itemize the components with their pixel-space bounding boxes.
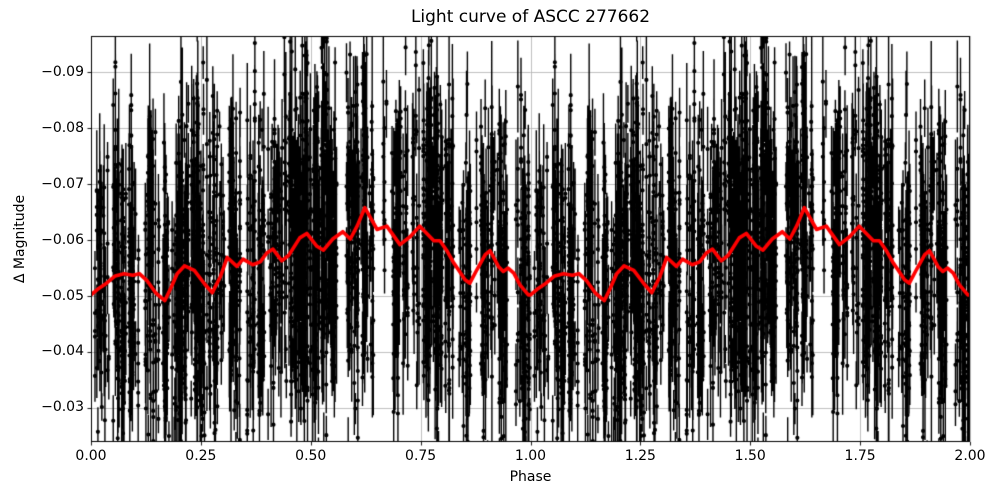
chart-title: Light curve of ASCC 277662: [410, 7, 651, 27]
y-tick-label: −0.03: [41, 399, 84, 416]
y-axis-label: Δ Magnitude: [12, 194, 28, 284]
x-tick-label: 1.00: [514, 448, 547, 464]
x-tick-label: 0.25: [185, 448, 217, 464]
y-tick-label: −0.05: [41, 287, 84, 304]
x-tick-label: 1.50: [734, 448, 766, 464]
x-tick-label: 1.75: [844, 448, 876, 464]
y-tick-label: −0.08: [41, 119, 84, 136]
x-tick-label: 2.00: [954, 448, 986, 464]
x-axis-label: Phase: [509, 469, 552, 485]
x-tick-label: 0.50: [295, 448, 327, 464]
x-tick-label: 0.75: [405, 448, 437, 464]
x-tick-label: 1.25: [624, 448, 656, 464]
y-tick-label: −0.04: [41, 343, 84, 360]
x-tick-label: 0.00: [75, 448, 107, 464]
y-tick-label: −0.06: [41, 231, 84, 248]
y-tick-label: −0.07: [41, 175, 84, 192]
y-tick-label: −0.09: [41, 63, 84, 80]
